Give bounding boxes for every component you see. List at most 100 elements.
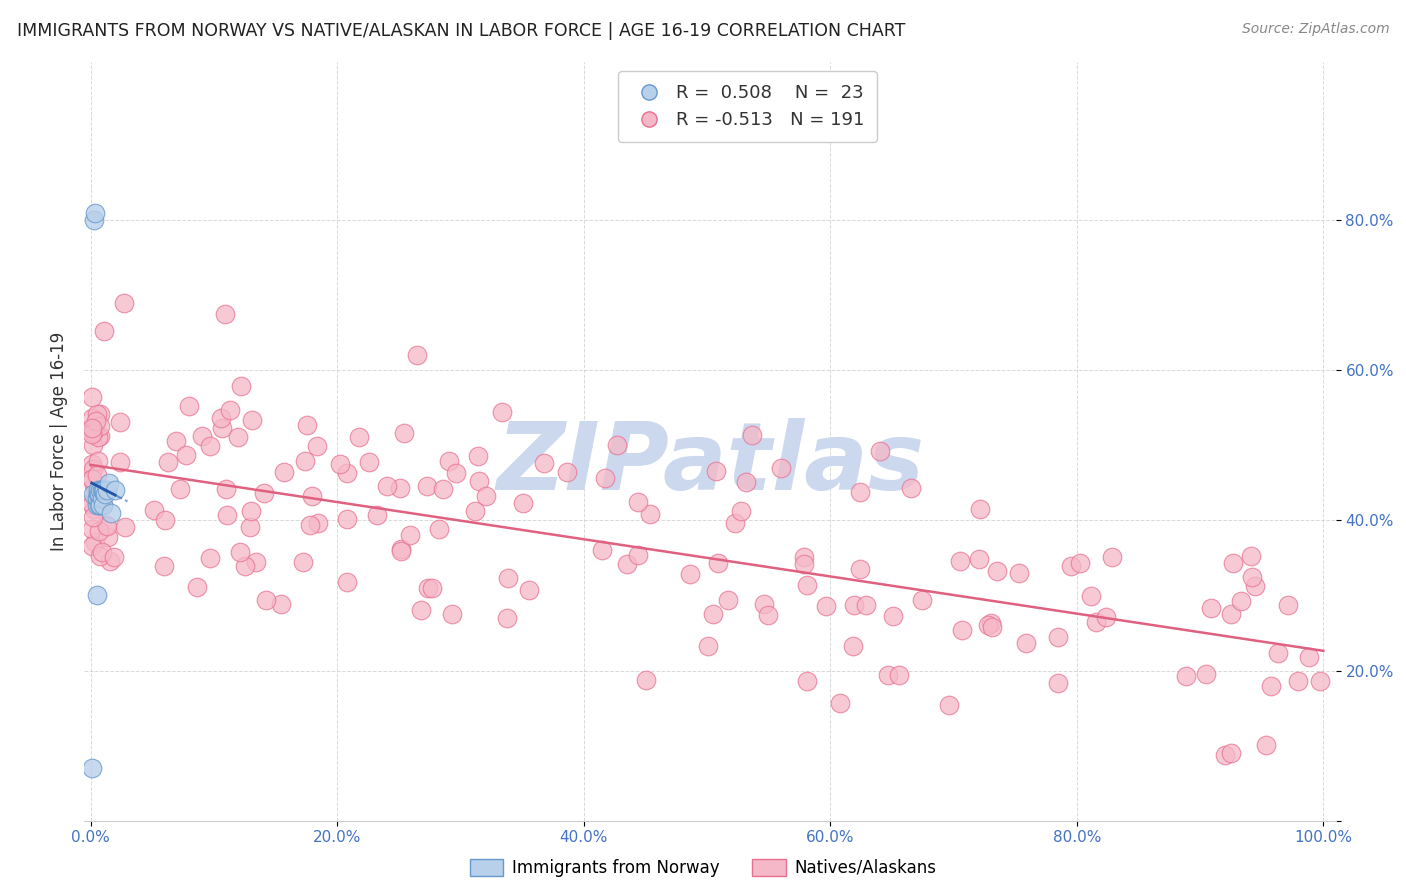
Point — [89, 483, 111, 498]
Point — [82, 487, 104, 501]
Point — [80, 497, 103, 511]
Point — [375, 479, 398, 493]
Point — [1286, 673, 1309, 688]
Point — [89, 499, 111, 513]
Point — [388, 481, 411, 495]
Point — [169, 483, 191, 497]
Point — [432, 482, 454, 496]
Point — [938, 698, 960, 712]
Point — [233, 559, 256, 574]
Point — [87, 430, 110, 444]
Point — [143, 503, 166, 517]
Point — [104, 483, 127, 498]
Point — [627, 549, 650, 563]
Point — [336, 466, 359, 480]
Point — [389, 542, 412, 557]
Point — [86, 589, 108, 603]
Point — [842, 598, 865, 612]
Point — [89, 499, 111, 513]
Point — [1095, 609, 1118, 624]
Point — [427, 522, 450, 536]
Point — [1069, 556, 1091, 570]
Y-axis label: In Labor Force | Age 16-19: In Labor Force | Age 16-19 — [49, 332, 67, 551]
Point — [849, 485, 872, 500]
Point — [86, 468, 108, 483]
Point — [1254, 738, 1277, 752]
Point — [84, 480, 107, 494]
Point — [80, 390, 103, 404]
Point — [679, 567, 702, 582]
Point — [389, 543, 412, 558]
Point — [830, 696, 852, 710]
Point — [848, 562, 870, 576]
Point — [84, 491, 107, 505]
Point — [877, 668, 900, 682]
Point — [717, 593, 740, 607]
Point — [82, 510, 104, 524]
Text: IMMIGRANTS FROM NORWAY VS NATIVE/ALASKAN IN LABOR FORCE | AGE 16-19 CORRELATION : IMMIGRANTS FROM NORWAY VS NATIVE/ALASKAN… — [17, 22, 905, 40]
Point — [179, 399, 201, 413]
Point — [273, 465, 295, 479]
Point — [796, 578, 818, 592]
Point — [349, 430, 371, 444]
Point — [734, 475, 756, 490]
Point — [855, 598, 877, 612]
Point — [82, 425, 104, 439]
Point — [215, 482, 238, 496]
Point — [1060, 559, 1083, 574]
Point — [191, 429, 214, 443]
Point — [86, 491, 108, 505]
Point — [1046, 676, 1069, 690]
Point — [911, 592, 934, 607]
Point — [84, 205, 107, 219]
Point — [270, 597, 292, 611]
Point — [153, 514, 176, 528]
Point — [294, 454, 316, 468]
Legend: R =  0.508    N =  23, R = -0.513   N = 191: R = 0.508 N = 23, R = -0.513 N = 191 — [619, 71, 877, 142]
Point — [949, 554, 972, 568]
Point — [416, 479, 439, 493]
Point — [80, 472, 103, 486]
Point — [229, 544, 252, 558]
Point — [215, 508, 238, 523]
Point — [1260, 680, 1282, 694]
Point — [214, 307, 236, 321]
Point — [108, 415, 131, 429]
Point — [82, 461, 104, 475]
Point — [108, 455, 131, 469]
Point — [752, 597, 775, 611]
Point — [82, 457, 104, 471]
Point — [80, 473, 103, 487]
Point — [702, 607, 724, 621]
Point — [94, 517, 117, 532]
Point — [86, 454, 108, 468]
Point — [211, 421, 233, 435]
Point — [969, 501, 991, 516]
Point — [87, 483, 110, 498]
Point — [495, 611, 517, 625]
Point — [1215, 747, 1237, 762]
Point — [86, 407, 108, 421]
Point — [1229, 594, 1251, 608]
Point — [793, 549, 815, 564]
Point — [97, 530, 120, 544]
Point — [186, 580, 208, 594]
Point — [84, 414, 107, 428]
Point — [295, 417, 318, 432]
Point — [1220, 746, 1243, 760]
Point — [464, 504, 486, 518]
Point — [1175, 669, 1198, 683]
Point — [301, 489, 323, 503]
Point — [80, 410, 103, 425]
Point — [198, 440, 221, 454]
Point — [1277, 598, 1299, 612]
Point — [366, 508, 388, 522]
Point — [1298, 649, 1320, 664]
Point — [80, 539, 103, 553]
Point — [90, 544, 112, 558]
Point — [80, 522, 103, 536]
Point — [634, 673, 657, 687]
Point — [440, 607, 463, 621]
Point — [100, 506, 122, 520]
Point — [83, 501, 105, 516]
